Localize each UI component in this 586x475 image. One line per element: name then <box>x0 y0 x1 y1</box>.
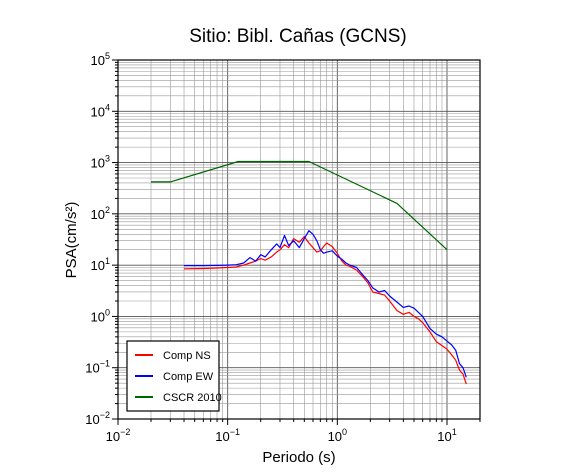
y-tick-label: 104 <box>91 102 110 119</box>
plot-frame <box>117 59 481 420</box>
series-line-comp-ew <box>184 230 467 378</box>
y-axis-label: PSA(cm/s²) <box>63 202 80 279</box>
x-tick-label: 100 <box>328 427 347 444</box>
chart-title: Sitio: Bibl. Cañas (GCNS) <box>189 26 407 47</box>
x-tick-label: 10−2 <box>106 427 131 444</box>
y-tick-label: 10−2 <box>85 410 110 427</box>
x-tick-label: 10−1 <box>215 427 240 444</box>
legend-label: Comp EW <box>163 371 214 383</box>
legend-label: CSCR 2010 <box>163 392 222 404</box>
legend: Comp NS Comp EW CSCR 2010 <box>126 340 222 412</box>
tick-labels: 10−2 10−1 100 101 10−2 10−1 100 101 102 103 104 105 <box>85 51 481 444</box>
y-tick-label: 101 <box>91 256 110 273</box>
y-tick-label: 105 <box>91 51 110 68</box>
series-lines <box>151 160 467 385</box>
y-tick-label: 10−1 <box>85 359 110 376</box>
y-tick-label: 100 <box>91 307 110 324</box>
x-axis-label: Periodo (s) <box>262 449 335 466</box>
series-line-cscr-2010 <box>151 160 448 251</box>
legend-label: Comp NS <box>163 350 211 362</box>
series-line-comp-ns <box>183 236 467 385</box>
y-tick-label: 103 <box>91 154 110 171</box>
x-tick-label: 101 <box>437 427 456 444</box>
y-tick-label: 102 <box>91 205 110 222</box>
